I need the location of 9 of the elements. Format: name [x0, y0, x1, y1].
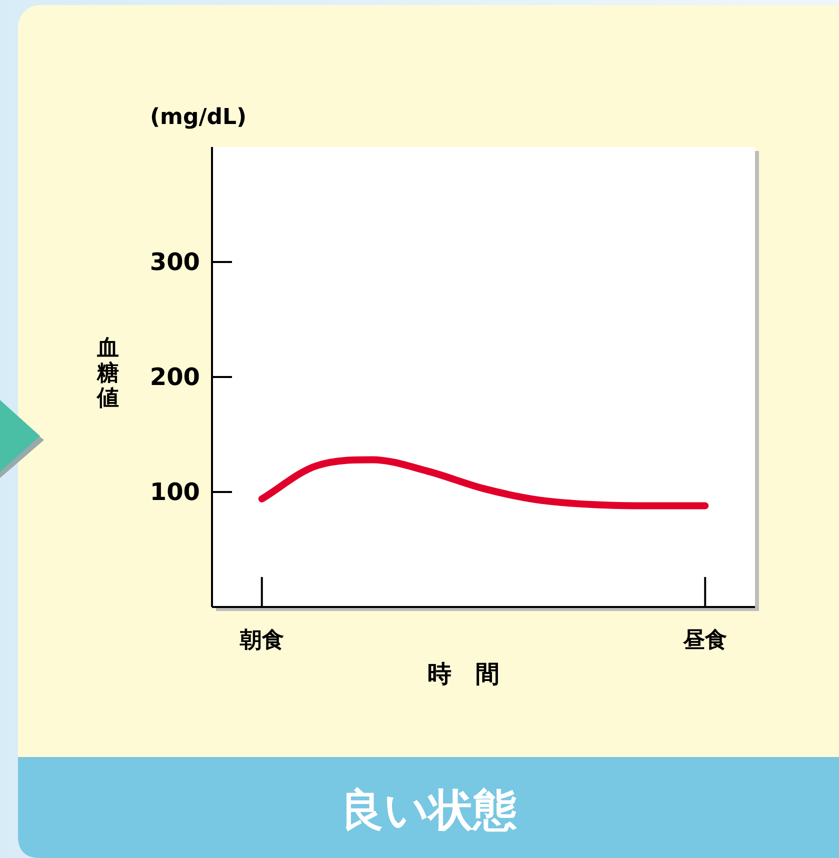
y-axis-title: 血糖値: [96, 336, 119, 411]
y-tick-label: 200: [150, 363, 200, 391]
text: (mg/dL): [150, 105, 247, 130]
x-tick-label: 昼食: [682, 628, 728, 653]
text: 良い状態: [340, 785, 517, 836]
x-axis-title: 時 間: [428, 660, 500, 688]
x-tick-label: 朝食: [238, 628, 284, 653]
y-tick-label: 100: [150, 478, 200, 506]
y-tick-label: 300: [150, 248, 200, 276]
